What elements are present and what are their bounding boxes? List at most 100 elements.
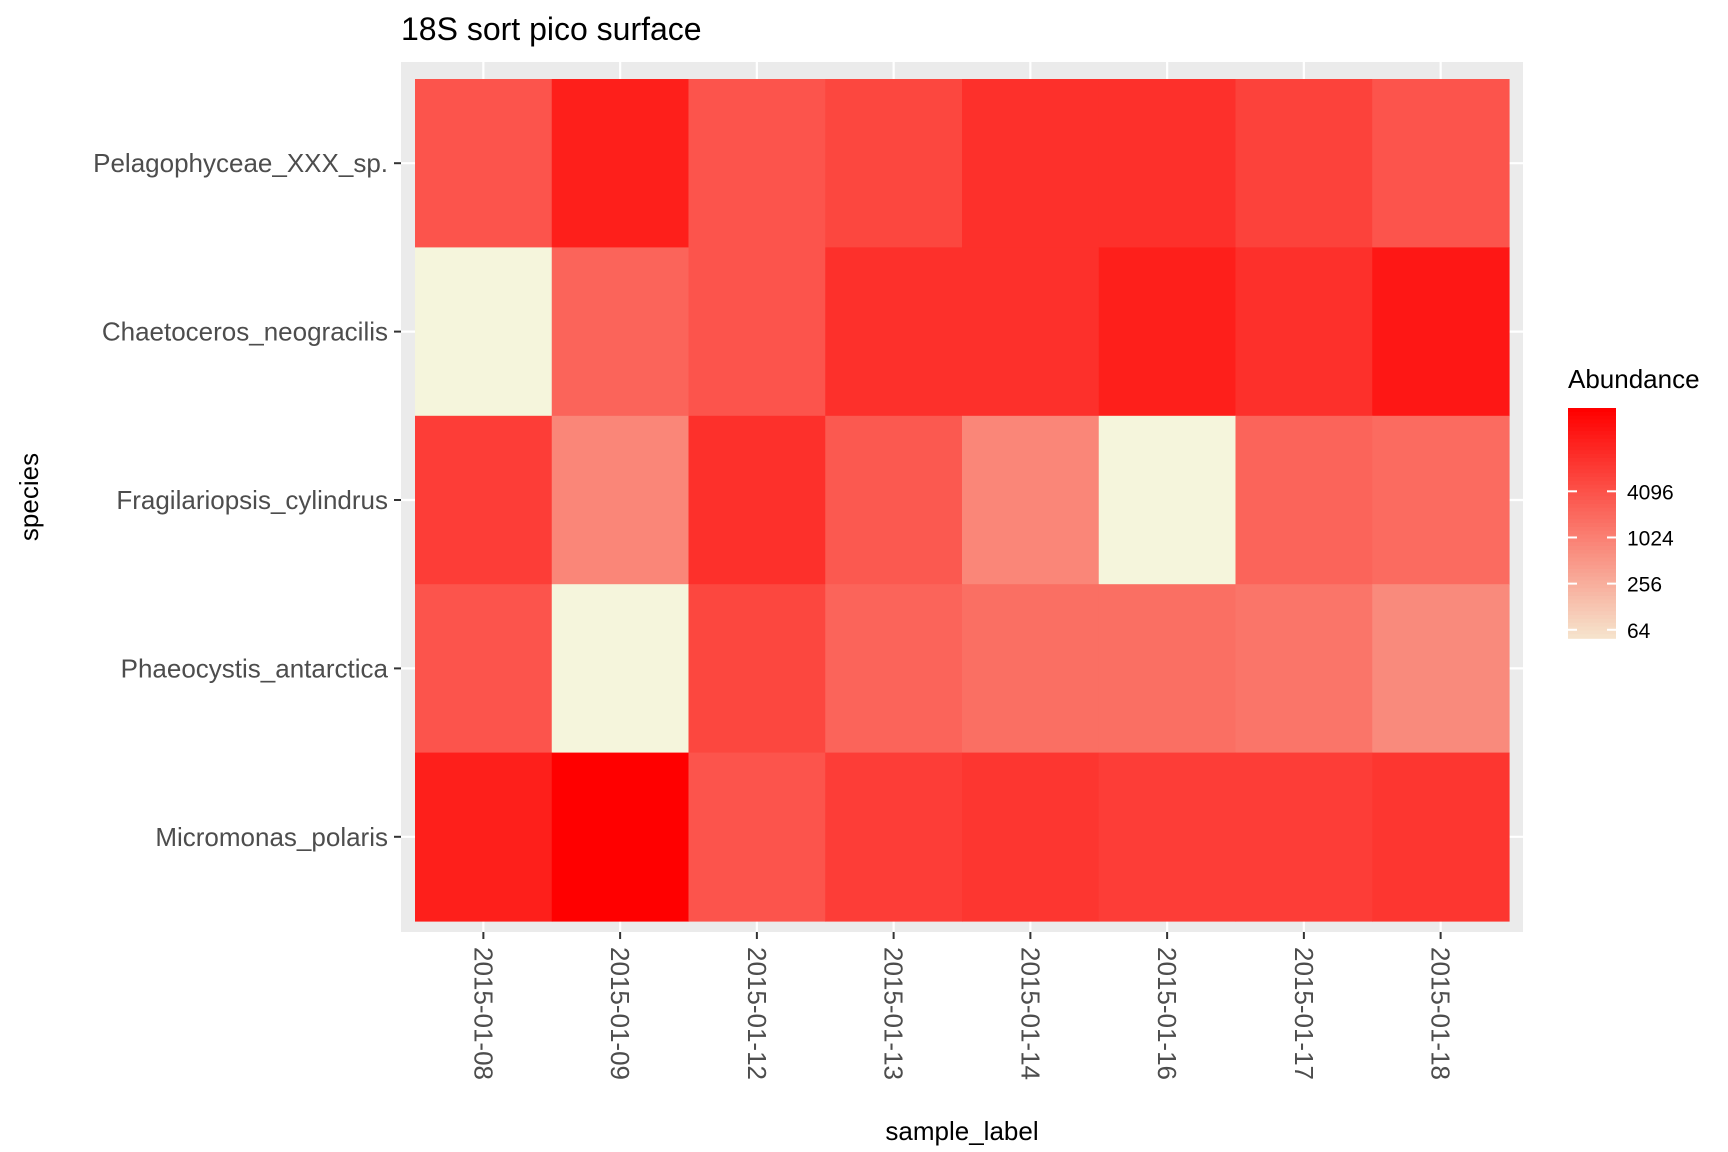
legend-label: 1024 xyxy=(1627,527,1674,550)
heatmap-tile xyxy=(688,584,826,754)
color-legend: Abundance 4096 1024 256 64 xyxy=(1568,364,1700,643)
legend-gradient-step xyxy=(1568,607,1616,612)
heatmap-tile xyxy=(1098,752,1237,922)
heatmap-tile xyxy=(1235,584,1373,754)
heatmap-tile xyxy=(415,247,553,417)
heatmap-tile xyxy=(1098,79,1237,248)
heatmap-tile xyxy=(551,415,690,585)
legend-gradient-step xyxy=(1568,576,1616,582)
legend-gradient-step xyxy=(1568,427,1616,432)
heatmap-tile xyxy=(1372,79,1510,248)
legend-title: Abundance xyxy=(1568,364,1700,394)
x-tick-label: 2015-01-18 xyxy=(1426,947,1456,1080)
heatmap-tile xyxy=(962,79,1100,248)
legend-gradient-step xyxy=(1568,588,1616,593)
legend-gradient-step xyxy=(1568,419,1616,425)
heatmap-tile xyxy=(825,247,963,417)
heatmap-tile xyxy=(962,247,1100,417)
heatmap-tile xyxy=(1235,752,1373,922)
heatmap-tile xyxy=(825,752,963,922)
legend-gradient-step xyxy=(1568,515,1616,520)
x-tick-label: 2015-01-13 xyxy=(879,947,909,1080)
x-tick-label: 2015-01-09 xyxy=(605,947,635,1080)
legend-gradient-step xyxy=(1568,465,1616,471)
legend-gradient-step xyxy=(1568,457,1616,463)
legend-gradient-step xyxy=(1568,595,1616,601)
legend-gradient-step xyxy=(1568,592,1616,597)
legend-gradient-step xyxy=(1568,580,1616,586)
heatmap-tile xyxy=(1372,415,1510,585)
legend-gradient-step xyxy=(1568,523,1616,528)
legend-gradient-step xyxy=(1568,415,1616,421)
legend-gradient-step xyxy=(1568,519,1616,524)
heatmap-tile xyxy=(1372,752,1510,922)
legend-gradient-step xyxy=(1568,438,1616,444)
legend-gradient-step xyxy=(1568,511,1616,517)
legend-gradient-step xyxy=(1568,565,1616,570)
legend-gradient-step xyxy=(1568,496,1616,501)
heatmap-tile xyxy=(825,415,963,585)
heatmap-tile xyxy=(688,752,826,922)
heatmap-tile xyxy=(1372,584,1510,754)
legend-gradient-step xyxy=(1568,626,1616,632)
legend-gradient-step xyxy=(1568,618,1616,624)
chart-title: 18S sort pico surface xyxy=(401,11,702,47)
heatmap-tile xyxy=(1098,415,1237,585)
legend-gradient-step xyxy=(1568,461,1616,467)
y-axis-title: species xyxy=(14,453,44,541)
legend-gradient-step xyxy=(1568,484,1616,490)
legend-gradient-step xyxy=(1568,534,1616,540)
heatmap-tile xyxy=(1235,247,1373,417)
heatmap-tiles xyxy=(415,79,1510,922)
y-tick-label: Fragilariopsis_cylindrus xyxy=(116,485,388,515)
heatmap-tile xyxy=(415,752,553,922)
y-tick-label: Chaetoceros_neogracilis xyxy=(102,317,388,347)
y-axis: Pelagophyceae_XXX_sp. Chaetoceros_neograc… xyxy=(93,148,401,852)
legend-gradient-step xyxy=(1568,603,1616,609)
x-tick-label: 2015-01-08 xyxy=(468,947,498,1080)
legend-gradient-step xyxy=(1568,526,1616,532)
heatmap-tile xyxy=(1098,247,1237,417)
legend-gradient-step xyxy=(1568,454,1616,459)
x-tick-label: 2015-01-17 xyxy=(1289,947,1319,1080)
heatmap-tile xyxy=(551,752,690,922)
x-tick-label: 2015-01-14 xyxy=(1015,947,1045,1080)
legend-gradient-step xyxy=(1568,569,1616,574)
legend-gradient-step xyxy=(1568,431,1616,436)
legend-gradient-step xyxy=(1568,423,1616,428)
legend-label: 64 xyxy=(1627,620,1651,643)
heatmap-tile xyxy=(415,584,553,754)
legend-gradient-step xyxy=(1568,611,1616,616)
heatmap-tile xyxy=(962,752,1100,922)
legend-gradient-step xyxy=(1568,572,1616,578)
heatmap-tile xyxy=(551,584,690,754)
legend-gradient-step xyxy=(1568,542,1616,547)
heatmap-tile xyxy=(825,584,963,754)
legend-label: 4096 xyxy=(1627,481,1674,504)
heatmap-tile xyxy=(1098,584,1237,754)
legend-gradient-step xyxy=(1568,477,1616,482)
heatmap-tile xyxy=(962,415,1100,585)
legend-gradient-step xyxy=(1568,442,1616,448)
legend-gradient-step xyxy=(1568,557,1616,563)
legend-gradient-step xyxy=(1568,615,1616,620)
legend-gradient-step xyxy=(1568,553,1616,559)
x-axis: 2015-01-08 2015-01-09 2015-01-12 2015-01-13… xyxy=(468,932,1456,1080)
x-axis-title: sample_label xyxy=(885,1116,1038,1146)
legend-gradient-step xyxy=(1568,599,1616,605)
legend-gradient-step xyxy=(1568,549,1616,555)
heatmap-tile xyxy=(551,247,690,417)
heatmap-tile xyxy=(1372,247,1510,417)
legend-gradient-step xyxy=(1568,538,1616,543)
legend-gradient-step xyxy=(1568,450,1616,455)
y-tick-label: Pelagophyceae_XXX_sp. xyxy=(93,148,388,178)
heatmap-tile xyxy=(688,79,826,248)
legend-gradient-step xyxy=(1568,408,1616,413)
heatmap-tile xyxy=(688,415,826,585)
y-tick-label: Micromonas_polaris xyxy=(155,822,388,852)
x-tick-label: 2015-01-12 xyxy=(742,947,772,1080)
legend-gradient-step xyxy=(1568,434,1616,440)
heatmap-tile xyxy=(1235,79,1373,248)
legend-gradient-step xyxy=(1568,480,1616,486)
